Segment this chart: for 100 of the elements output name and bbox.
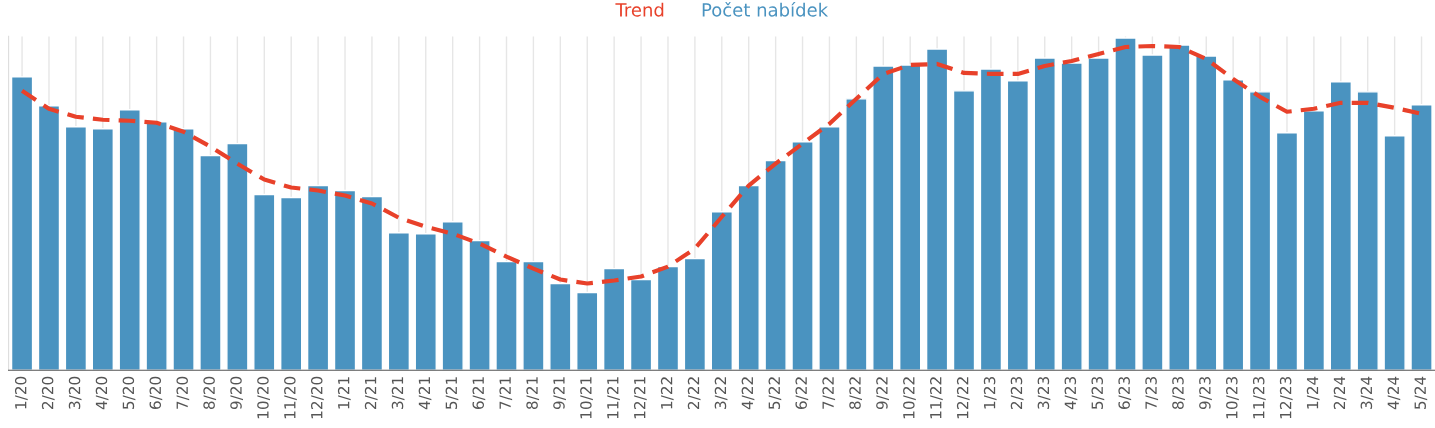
bar [1356, 91, 1379, 371]
bar [549, 282, 572, 371]
x-tick-label: 7/23 [1145, 377, 1159, 409]
bar [710, 211, 733, 371]
x-tick-label: 3/20 [68, 376, 82, 409]
x-tick-label: 11/22 [929, 377, 943, 419]
x-tick-label: 2/20 [41, 376, 55, 409]
bar [522, 260, 545, 371]
x-tick-label: 1/24 [1306, 376, 1320, 409]
bar [602, 267, 626, 371]
x-tick-label: 10/21 [580, 377, 593, 419]
x-tick-label: 9/20 [230, 376, 243, 410]
bar [91, 128, 114, 371]
x-tick-label: 12/21 [633, 377, 647, 419]
x-tick-label: 12/22 [956, 377, 970, 419]
bar [1087, 57, 1110, 371]
x-tick-label: 4/21 [418, 377, 432, 410]
bar [199, 154, 222, 371]
x-tick-label: 9/21 [553, 377, 566, 410]
x-tick-label: 2/23 [1010, 377, 1024, 409]
x-tick-label: 11/21 [607, 377, 620, 419]
x-tick-label: 6/23 [1118, 377, 1132, 410]
x-tick-label: 6/21 [472, 377, 486, 410]
bar [1195, 55, 1218, 371]
x-tick-label: 2/21 [364, 377, 378, 409]
bar [979, 68, 1003, 371]
bar [1168, 44, 1191, 371]
bar [1302, 110, 1326, 371]
x-tick-label: 3/23 [1037, 377, 1051, 409]
bar [172, 128, 195, 371]
bar [37, 105, 61, 371]
bar [64, 126, 88, 371]
x-tick-label: 5/23 [1091, 377, 1105, 409]
bar [1141, 54, 1164, 371]
x-tick-label: 7/22 [822, 377, 836, 409]
bar [414, 232, 437, 371]
text: Počet nabídek [702, 1, 829, 17]
bar [387, 232, 411, 371]
x-tick-label: 4/24 [1387, 376, 1401, 410]
x-tick-label: 1/23 [983, 377, 997, 409]
x-tick-label: 5/24 [1414, 376, 1428, 409]
bar [1221, 79, 1245, 371]
bar [737, 184, 760, 371]
x-tick-label: 8/23 [1172, 377, 1185, 410]
bar [441, 221, 464, 371]
x-tick-label: 7/20 [176, 376, 190, 409]
bar [764, 159, 787, 371]
bar [656, 265, 680, 371]
x-tick-label: 11/23 [1252, 377, 1266, 419]
bar [1410, 104, 1433, 371]
bar [1248, 91, 1272, 371]
bar [1033, 57, 1056, 371]
x-tick-label: 5/21 [445, 377, 459, 409]
bar [872, 65, 895, 371]
bar [118, 109, 141, 371]
x-tick-label: 3/22 [714, 377, 728, 409]
bar [845, 98, 868, 371]
x-tick-label: 5/22 [768, 377, 782, 409]
x-tick-label: 10/20 [257, 376, 270, 419]
x-tick-label: 11/20 [284, 376, 297, 419]
bar [495, 260, 518, 371]
x-tick-label: 10/23 [1226, 377, 1239, 419]
x-tick-label: 1/20 [14, 376, 28, 409]
x-tick-label: 3/21 [391, 377, 405, 409]
x-tick-label: 9/23 [1199, 377, 1212, 410]
bar [333, 189, 357, 371]
x-tick-label: 12/20 [310, 376, 324, 419]
x-tick-label: 1/21 [337, 377, 351, 409]
x-tick-label: 3/24 [1360, 376, 1374, 409]
text: Trend [615, 2, 664, 17]
bar [306, 184, 330, 371]
bar [280, 196, 303, 371]
x-tick-label: 2/22 [687, 377, 701, 409]
bar [818, 126, 841, 371]
bar [360, 195, 384, 371]
x-tick-label: 8/21 [526, 377, 540, 410]
bar [899, 64, 922, 371]
bar [629, 278, 653, 371]
x-tick-label: 8/20 [203, 376, 217, 410]
x-tick-label: 12/23 [1279, 377, 1293, 419]
x-tick-label: 4/23 [1064, 377, 1078, 410]
bar [1114, 37, 1137, 371]
x-tick-label: 8/22 [849, 377, 862, 410]
bar [1275, 132, 1299, 371]
x-tick-label: 9/22 [876, 377, 889, 410]
x-tick-label: 1/22 [660, 377, 674, 409]
x-tick-label: 6/20 [149, 376, 163, 410]
bar [10, 76, 34, 371]
x-tick-label: 5/20 [122, 376, 136, 409]
x-tick-label: 4/20 [95, 376, 109, 410]
bar [145, 121, 168, 371]
x-tick-label: 4/22 [741, 377, 755, 410]
bar [683, 257, 707, 371]
bar [226, 142, 249, 371]
x-tick-label: 6/22 [795, 377, 809, 410]
bar [925, 48, 949, 371]
bar [1383, 135, 1406, 371]
bar [253, 193, 276, 371]
bar [1006, 80, 1030, 371]
x-tick-label: 7/21 [499, 377, 513, 409]
